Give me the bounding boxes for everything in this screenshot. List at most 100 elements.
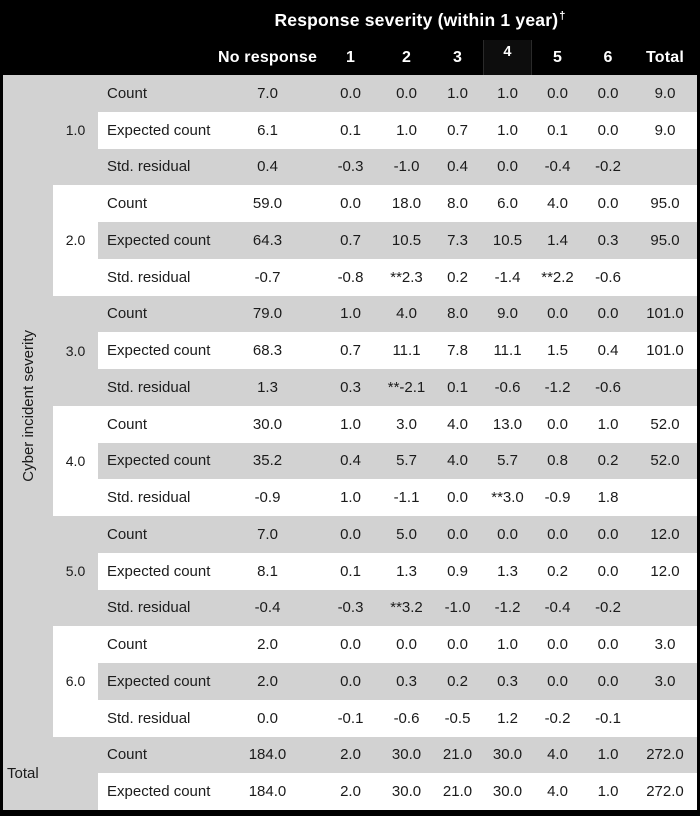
value-cell: -0.6: [381, 699, 432, 737]
value-cell: 12.0: [633, 552, 697, 590]
row-type-label: Count: [98, 516, 215, 553]
value-cell: 0.0: [583, 295, 633, 333]
value-cell: 0.0: [320, 516, 381, 553]
value-cell: 2.0: [320, 736, 381, 774]
sidebar-cell: [3, 736, 53, 774]
value-cell: 11.1: [483, 332, 532, 369]
value-cell: [633, 369, 697, 406]
sidebar-cell: [3, 75, 53, 112]
table-row: 2.0 Expected count 64.3 0.7 10.5 7.3 10.5 1.4 0.…: [3, 222, 697, 259]
value-cell: [633, 258, 697, 296]
value-cell: 1.0: [320, 405, 381, 443]
value-cell: 7.8: [432, 332, 483, 369]
row-type-label: Expected count: [98, 773, 215, 810]
value-cell: 0.0: [583, 626, 633, 663]
value-cell: 4.0: [532, 773, 583, 810]
value-cell: 0.2: [432, 663, 483, 700]
value-cell: 1.4: [532, 222, 583, 259]
value-cell: 3.0: [633, 663, 697, 700]
value-cell: 0.0: [432, 479, 483, 516]
value-cell: [633, 699, 697, 737]
value-cell: 1.2: [483, 699, 532, 737]
group-label-cell: [53, 258, 98, 296]
value-cell: 9.0: [483, 295, 532, 333]
sidebar-cell: [3, 663, 53, 700]
value-cell: 1.3: [381, 552, 432, 590]
dagger-footnote-marker: †: [559, 10, 566, 22]
sidebar-cell: [3, 185, 53, 222]
row-type-label: Count: [98, 405, 215, 443]
value-cell: 0.2: [583, 442, 633, 480]
value-cell: 272.0: [633, 773, 697, 810]
value-cell: 5.0: [381, 516, 432, 553]
value-cell: 59.0: [215, 185, 320, 222]
value-cell: -0.4: [215, 589, 320, 627]
value-cell: 30.0: [483, 773, 532, 810]
value-cell: -0.5: [432, 699, 483, 737]
value-cell: **3.0: [483, 479, 532, 516]
table-row: Std. residual 0.4 -0.3 -1.0 0.4 0.0 -0.4 -0.2: [3, 148, 697, 186]
sidebar-cell: [3, 369, 53, 406]
value-cell: 35.2: [215, 442, 320, 480]
column-header-5: 5: [552, 48, 563, 66]
group-label-cell: 5.0: [53, 552, 98, 590]
column-header-row: No response 1 2 3 4 5 6 Total: [0, 40, 700, 75]
group-label-cell: [53, 589, 98, 627]
value-cell: 0.0: [583, 552, 633, 590]
value-cell: 11.1: [381, 332, 432, 369]
value-cell: 1.0: [320, 479, 381, 516]
value-cell: -0.6: [483, 369, 532, 406]
row-type-label: Count: [98, 626, 215, 663]
value-cell: -1.2: [532, 369, 583, 406]
value-cell: 0.0: [583, 111, 633, 149]
value-cell: -0.7: [215, 258, 320, 296]
value-cell: 0.0: [483, 516, 532, 553]
value-cell: 0.0: [215, 699, 320, 737]
group-label-cell: [53, 626, 98, 663]
value-cell: 2.0: [215, 663, 320, 700]
column-header-3: 3: [452, 48, 463, 66]
group-label-cell: [53, 148, 98, 186]
value-cell: 12.0: [633, 516, 697, 553]
column-header-no-response: No response: [217, 48, 318, 66]
column-header-total: Total: [645, 48, 685, 66]
group-label-cell: [53, 185, 98, 222]
value-cell: 1.3: [483, 552, 532, 590]
value-cell: 0.0: [381, 626, 432, 663]
value-cell: 0.3: [583, 222, 633, 259]
group-label-cell: [53, 736, 98, 774]
value-cell: 1.0: [483, 111, 532, 149]
sidebar-cell: [3, 258, 53, 296]
value-cell: 7.0: [215, 75, 320, 112]
value-cell: 101.0: [633, 295, 697, 333]
value-cell: 4.0: [532, 185, 583, 222]
value-cell: 1.0: [583, 405, 633, 443]
group-label-cell: 4.0: [53, 442, 98, 480]
column-header-1: 1: [345, 48, 356, 66]
value-cell: 21.0: [432, 736, 483, 774]
sidebar-cell: [3, 626, 53, 663]
group-label-cell: 6.0: [53, 663, 98, 700]
table-row: Std. residual -0.4 -0.3 **3.2 -1.0 -1.2 -0.4 -0…: [3, 589, 697, 627]
value-cell: 272.0: [633, 736, 697, 774]
value-cell: 0.0: [583, 75, 633, 112]
sidebar-cell: [3, 332, 53, 369]
value-cell: 4.0: [432, 405, 483, 443]
value-cell: **-2.1: [381, 369, 432, 406]
sidebar-cell: [3, 479, 53, 516]
column-header-spacer: [0, 40, 215, 75]
sidebar-cell: [3, 222, 53, 259]
value-cell: -0.1: [583, 699, 633, 737]
value-cell: 21.0: [432, 773, 483, 810]
value-cell: 64.3: [215, 222, 320, 259]
sidebar-cell: [3, 442, 53, 480]
row-type-label: Count: [98, 75, 215, 112]
value-cell: -0.9: [215, 479, 320, 516]
row-type-label: Expected count: [98, 111, 215, 149]
value-cell: 0.9: [432, 552, 483, 590]
row-type-label: Std. residual: [98, 258, 215, 296]
table-row: Count 30.0 1.0 3.0 4.0 13.0 0.0 1.0 52.0: [3, 405, 697, 443]
row-type-label: Expected count: [98, 442, 215, 480]
group-label-cell: [53, 516, 98, 553]
value-cell: 0.0: [583, 516, 633, 553]
